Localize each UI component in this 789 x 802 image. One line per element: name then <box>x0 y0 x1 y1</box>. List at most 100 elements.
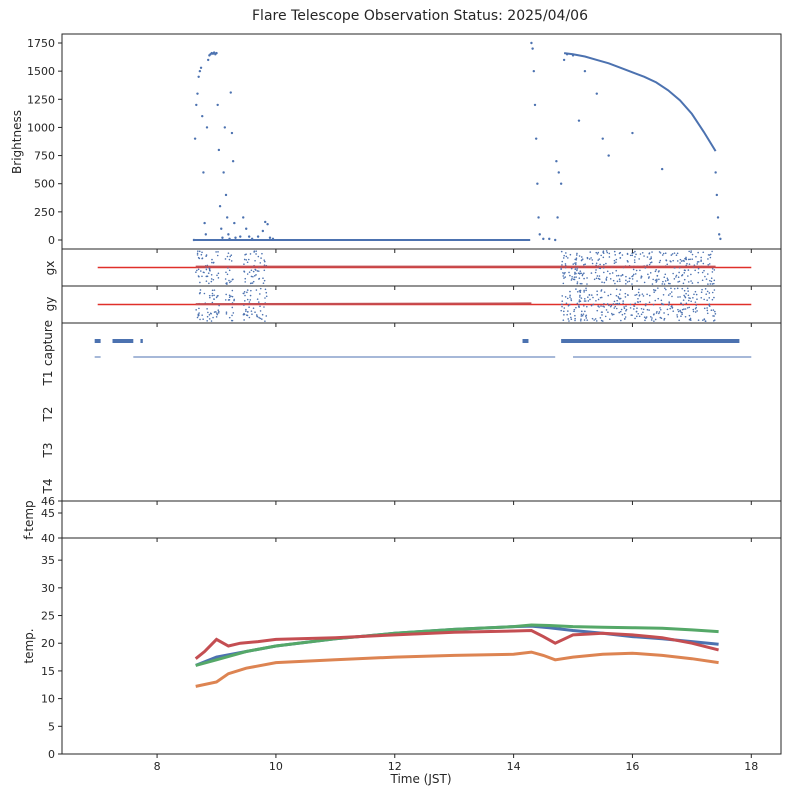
gy-point-3-140 <box>596 293 599 296</box>
gy-point-3-228 <box>592 296 594 299</box>
brightness-point-0-21 <box>217 148 221 152</box>
gx-point-3-14 <box>708 263 711 265</box>
gx-point-3-51 <box>606 251 609 254</box>
gx-point-3-100 <box>597 251 600 254</box>
gy-point-3-59 <box>640 307 643 310</box>
gy-point-3-270 <box>561 303 563 306</box>
gy-point-3-37 <box>616 299 618 302</box>
gy-point-3-118 <box>700 291 703 293</box>
gx-point-1-12 <box>231 278 234 281</box>
gx-point-0-27 <box>205 280 208 282</box>
gx-point-2-6 <box>252 270 255 273</box>
gx-point-3-76 <box>576 268 578 270</box>
gx-point-3-299 <box>667 282 670 285</box>
gy-point-3-289 <box>578 290 581 292</box>
ytick-label-brightness-250: 250 <box>34 206 55 219</box>
gy-point-3-283 <box>714 310 716 313</box>
gy-point-3-12 <box>693 293 695 296</box>
gx-point-3-187 <box>578 277 581 279</box>
gy-point-3-260 <box>685 292 687 295</box>
gx-point-3-157 <box>570 279 573 281</box>
gx-point-3-64 <box>608 256 611 258</box>
gy-point-3-24 <box>624 296 627 298</box>
gx-point-2-13 <box>263 269 266 272</box>
gx-point-1-19 <box>227 252 230 254</box>
gy-point-3-236 <box>606 303 609 305</box>
brightness-point-2-26 <box>715 193 719 197</box>
gx-point-3-161 <box>615 261 617 264</box>
gx-point-3-258 <box>594 271 597 274</box>
gy-point-3-107 <box>683 308 685 310</box>
xtick-label-16: 16 <box>625 760 639 773</box>
gx-point-3-111 <box>654 279 657 281</box>
gy-point-0-37 <box>211 301 214 304</box>
gx-point-3-27 <box>598 275 601 277</box>
gy-point-3-187 <box>676 287 679 290</box>
gx-point-3-152 <box>690 251 692 254</box>
gx-point-3-108 <box>605 250 608 252</box>
gy-point-3-181 <box>594 318 597 320</box>
gy-point-3-164 <box>697 319 700 321</box>
gx-point-2-33 <box>247 258 250 261</box>
gx-point-3-318 <box>574 258 577 261</box>
gx-point-3-18 <box>687 258 690 261</box>
gy-point-0-19 <box>208 318 211 320</box>
gx-point-2-50 <box>255 274 257 276</box>
gy-point-3-262 <box>679 309 681 312</box>
ytick-label-brightness-1000: 1000 <box>27 121 55 134</box>
gy-point-3-185 <box>704 320 707 322</box>
gy-point-3-120 <box>642 295 645 297</box>
gy-point-3-304 <box>695 293 698 296</box>
gy-point-3-41 <box>646 293 648 296</box>
gy-point-1-16 <box>225 313 228 315</box>
gx-point-3-84 <box>626 260 629 262</box>
gx-point-3-134 <box>647 273 649 276</box>
gy-point-3-163 <box>623 306 625 308</box>
brightness-point-0-4 <box>197 75 200 78</box>
gx-point-3-133 <box>646 256 649 258</box>
gx-point-3-118 <box>669 282 671 285</box>
gx-point-3-245 <box>564 276 567 278</box>
ylabel-ftemp: f-temp <box>22 500 36 539</box>
gx-point-3-277 <box>619 257 622 259</box>
gx-point-3-5 <box>573 276 576 278</box>
gx-point-2-46 <box>252 275 254 278</box>
gy-point-1-11 <box>227 299 230 301</box>
gx-point-0-44 <box>201 251 203 254</box>
gx-point-3-48 <box>563 273 565 275</box>
brightness-point-0-27 <box>224 193 228 197</box>
ylabel-temp: temp. <box>22 628 36 663</box>
gy-point-3-133 <box>659 307 661 309</box>
gx-point-3-185 <box>678 271 680 274</box>
gy-point-3-277 <box>706 299 708 301</box>
gy-point-3-280 <box>676 316 679 318</box>
gx-point-3-172 <box>575 276 577 278</box>
gx-point-2-14 <box>254 259 256 262</box>
gy-point-3-109 <box>708 303 711 306</box>
brightness-point-0-7 <box>201 114 204 118</box>
gx-point-3-46 <box>691 258 694 260</box>
brightness-point-2-13 <box>557 171 560 174</box>
brightness-point-0-10 <box>204 233 207 236</box>
gx-point-3-260 <box>639 253 642 255</box>
gy-point-3-51 <box>618 311 621 314</box>
gy-point-3-227 <box>663 312 665 314</box>
gy-point-3-253 <box>584 310 586 313</box>
ytick-label-brightness-1750: 1750 <box>27 37 55 50</box>
gy-point-0-51 <box>211 289 214 292</box>
gx-point-2-42 <box>250 282 252 285</box>
gy-point-3-61 <box>635 310 638 313</box>
brightness-point-0-28 <box>225 216 229 219</box>
gx-point-3-227 <box>632 251 635 254</box>
gy-point-3-79 <box>641 293 644 295</box>
gy-point-3-259 <box>648 294 651 297</box>
gx-point-1-17 <box>224 258 227 260</box>
gx-point-0-15 <box>210 273 213 276</box>
gx-point-2-1 <box>248 271 251 273</box>
gy-point-0-2 <box>207 311 209 314</box>
gy-point-3-19 <box>696 310 698 312</box>
gx-point-3-159 <box>590 257 592 259</box>
gx-point-3-130 <box>688 250 690 253</box>
gy-point-3-143 <box>654 318 657 321</box>
status-thin-line-1 <box>133 356 556 358</box>
